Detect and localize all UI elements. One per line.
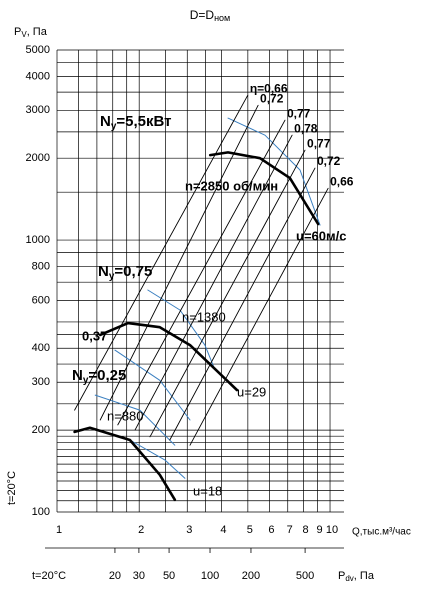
efficiency-label: 0,66 [330, 174, 354, 188]
fan-curve [73, 426, 177, 501]
boundary-curve [147, 289, 216, 371]
y-tick-label: 1000 [26, 234, 50, 246]
x-tick-label: 2 [138, 524, 144, 536]
efficiency-label: η=0,66 [250, 81, 288, 95]
y-tick-label: 3000 [26, 104, 50, 116]
y-tick-label: 400 [32, 342, 50, 354]
x2-tick-label: 500 [296, 570, 314, 582]
x2-label-main: P [338, 570, 345, 582]
efficiency-line [149, 149, 306, 438]
y-tick-label: 100 [32, 506, 50, 518]
x-tick-label: 4 [220, 524, 226, 536]
annotation: n=1380 [182, 309, 226, 324]
x-axis-label: Q,тыс.м³/час [352, 527, 411, 538]
annotation: u=18 [193, 483, 222, 498]
efficiency-label: 0,72 [260, 91, 284, 105]
power-label: Ny=0,25 [72, 367, 126, 386]
power-label-sub: y [83, 375, 89, 386]
fan-curve [98, 321, 239, 392]
efficiency-line [117, 119, 286, 426]
annotation: n=2850 об/мин [185, 178, 278, 193]
power-label-main: N [98, 263, 109, 280]
x-tick-label: 6 [268, 524, 274, 536]
y-label-unit: , Па [27, 26, 48, 38]
x-tick-label: 8 [303, 524, 309, 536]
efficiency-line [169, 167, 316, 441]
y-tick-label: 800 [32, 260, 50, 272]
x-tick-label: 7 [287, 524, 293, 536]
power-label: Ny=0,75 [98, 263, 152, 282]
side-note: t=20°C [6, 471, 18, 505]
x-tick-label: 5 [247, 524, 253, 536]
x2-tick-label: 50 [163, 570, 175, 582]
power-label-value: =0,75 [114, 263, 152, 280]
title-sub: ном [214, 13, 230, 23]
efficiency-line [74, 94, 249, 411]
y-tick-label: 200 [32, 424, 50, 436]
efficiency-line [99, 104, 259, 421]
y-tick-label: 5000 [26, 44, 50, 56]
x2-tick-label: 20 [109, 570, 121, 582]
power-label-main: N [72, 367, 83, 384]
annotation: u=60м/с [296, 228, 346, 243]
x-tick-label: 1 [56, 524, 62, 536]
chart-title: D=Dном [190, 8, 231, 23]
x-tick-label: 3 [186, 524, 192, 536]
y-tick-label: 4000 [26, 70, 50, 82]
power-label-value: =0,25 [88, 367, 126, 384]
annotation: 0,37 [82, 328, 107, 343]
x2-label-unit: , Па [354, 570, 375, 582]
y-axis-label: PV, Па [14, 26, 48, 39]
x2-axis-label: Pdv, Па [338, 570, 375, 583]
efficiency-label: 0,72 [317, 154, 341, 168]
x2-label-sub: dv [345, 574, 353, 583]
annotation: n=880 [107, 408, 144, 423]
efficiency-label: 0,77 [287, 106, 311, 120]
y-label-sub: V [21, 30, 27, 39]
y-tick-label: 300 [32, 376, 50, 388]
y-tick-label: 600 [32, 294, 50, 306]
annotation: u=29 [237, 384, 266, 399]
efficiency-label: 0,78 [294, 121, 318, 135]
power-label-value: =5,5кВт [116, 113, 171, 130]
x2-tick-label: 100 [201, 570, 219, 582]
x2-tick-label: 200 [242, 570, 260, 582]
power-label-sub: y [109, 271, 115, 282]
efficiency-label: 0,77 [307, 136, 331, 150]
y-label-main: P [14, 26, 21, 38]
boundary-curve [129, 439, 186, 479]
title-main: D=D [190, 8, 215, 22]
power-label-main: N [100, 113, 111, 130]
x2-note: t=20°C [32, 570, 66, 582]
power-label-sub: y [111, 121, 117, 132]
x-tick-label: 9 [316, 524, 322, 536]
fan-curve [208, 151, 320, 226]
efficiency-line [134, 134, 293, 431]
power-label: Ny=5,5кВт [100, 113, 172, 132]
x-tick-label: 10 [326, 524, 338, 536]
x2-tick-label: 30 [133, 570, 145, 582]
efficiency-line [189, 187, 329, 446]
y-tick-label: 2000 [26, 152, 50, 164]
